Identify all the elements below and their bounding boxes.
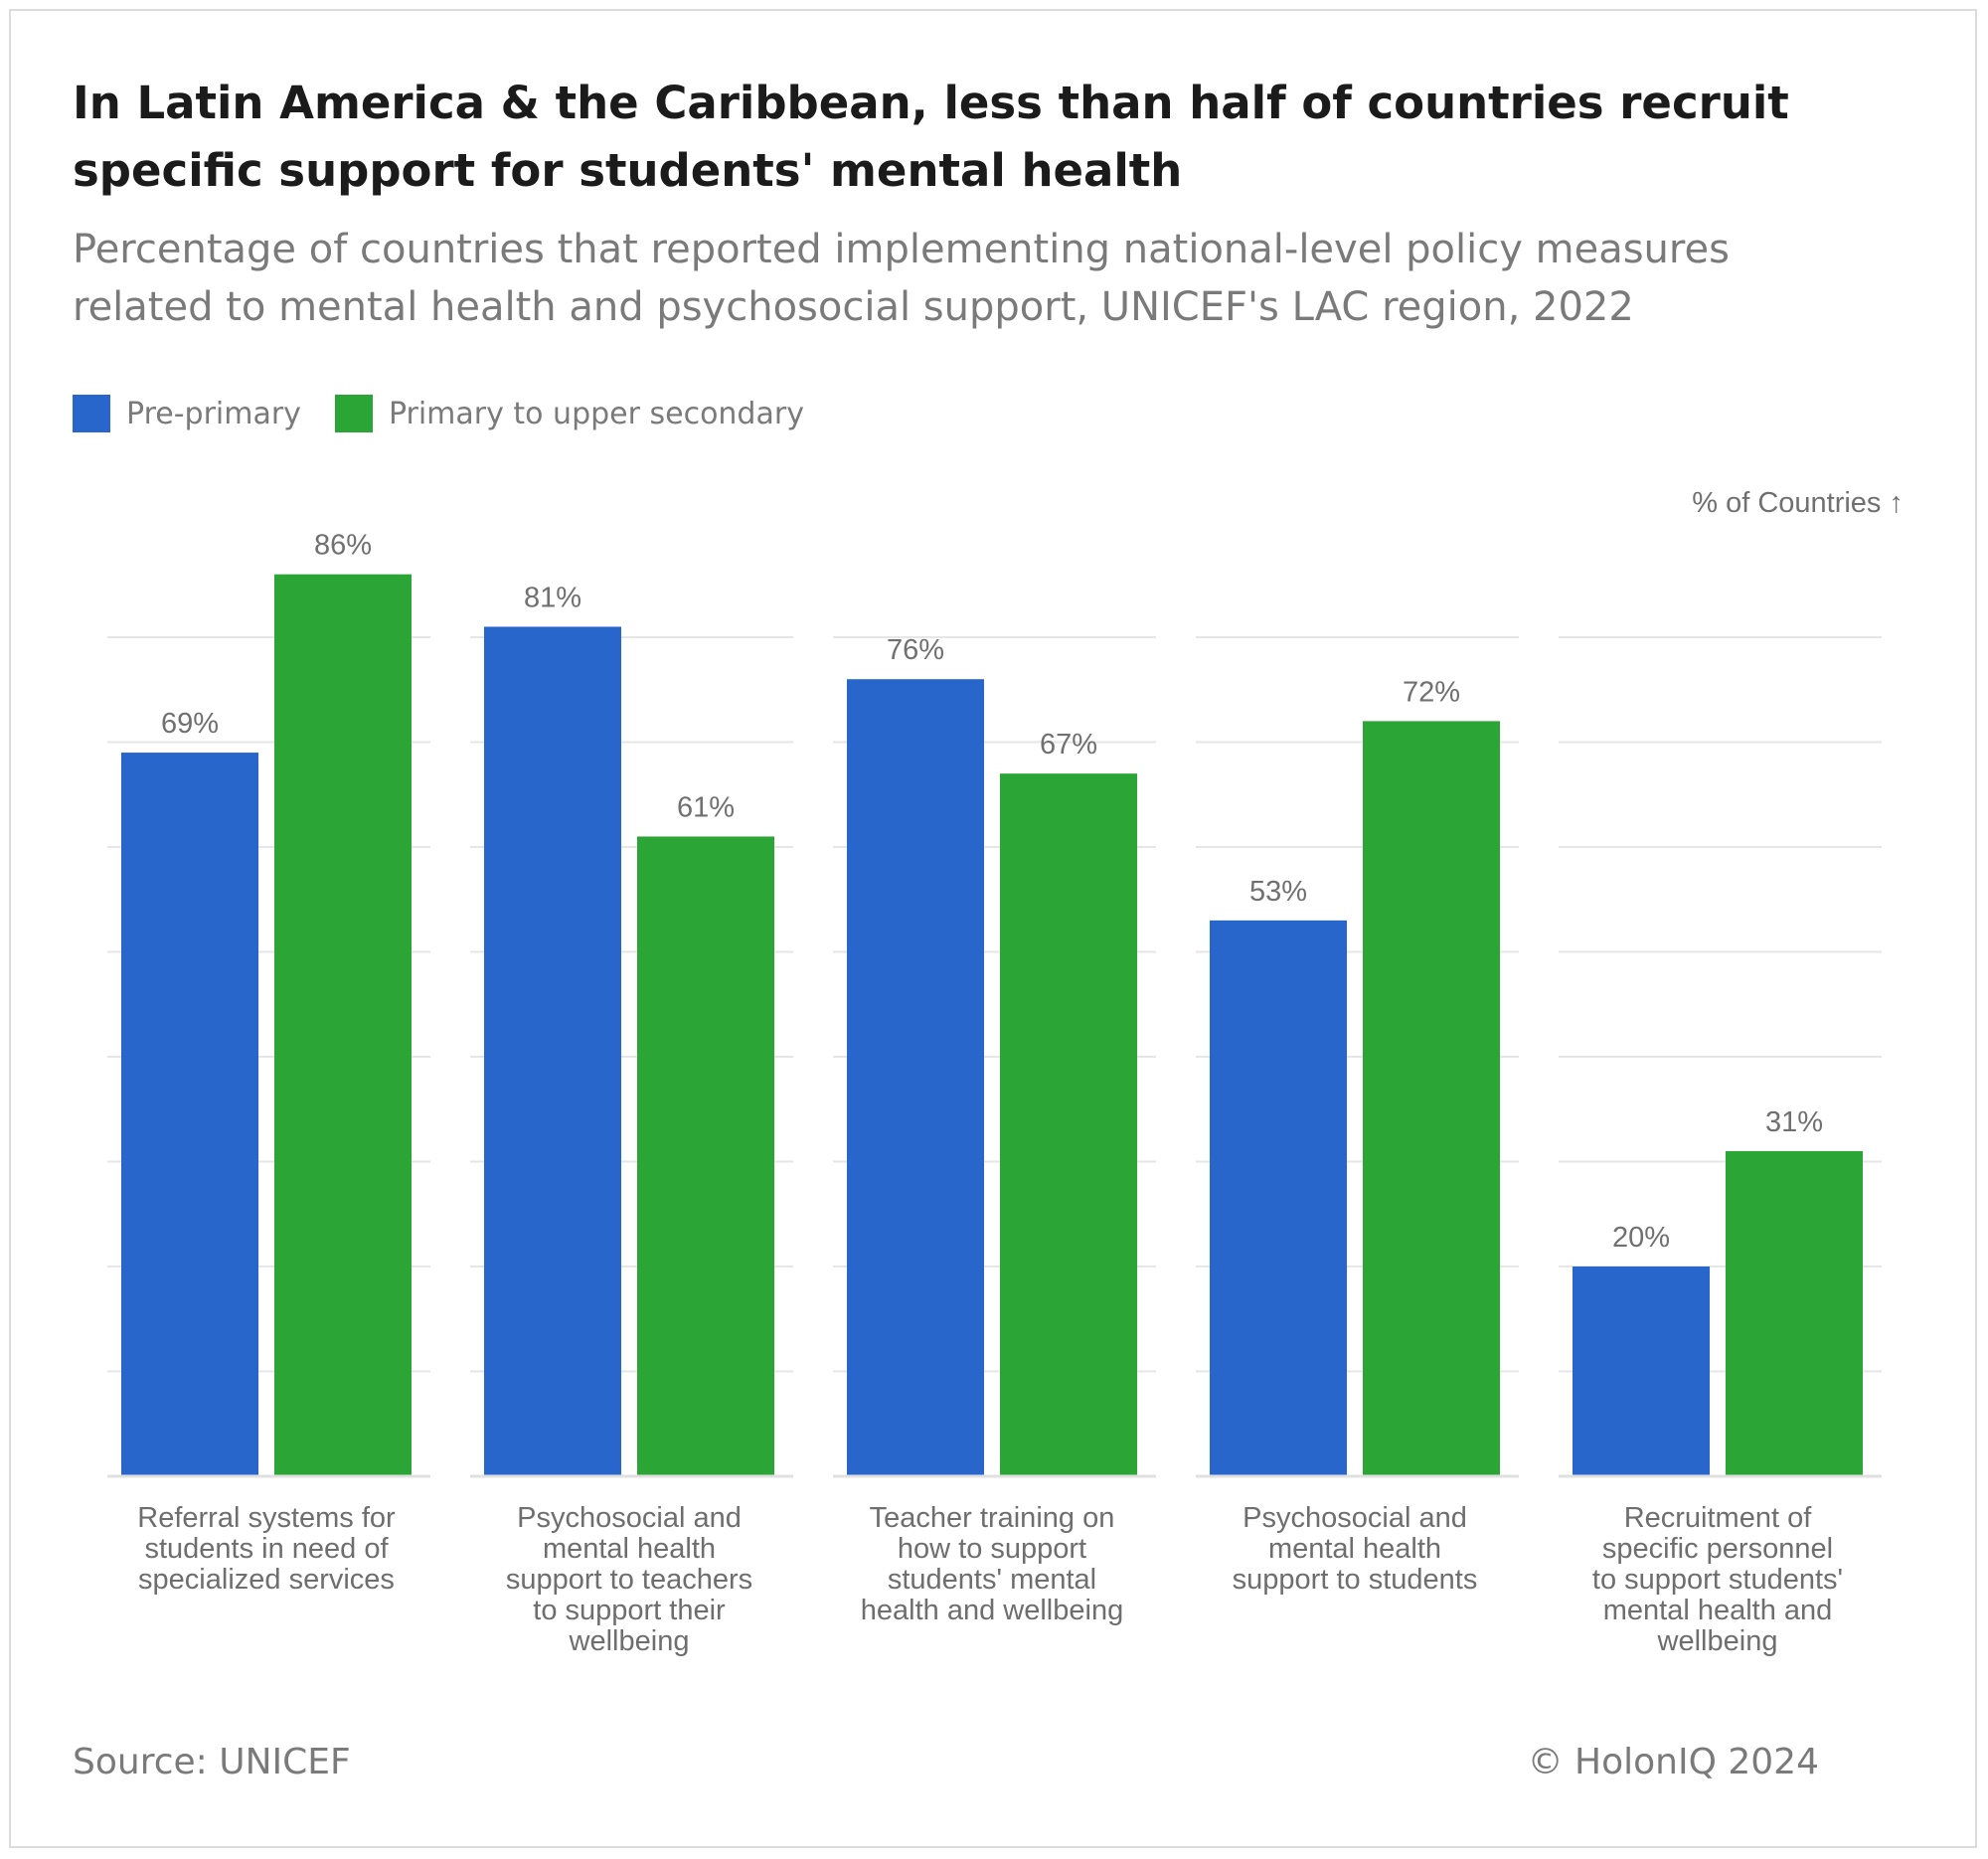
bar-primary-to-upper-secondary-2	[637, 836, 774, 1476]
data-label: 76%	[887, 634, 944, 666]
x-tick-label-line: how to support	[898, 1533, 1086, 1565]
legend: Pre-primary Primary to upper secondary	[73, 394, 838, 433]
x-tick-label-line: mental health	[543, 1533, 716, 1565]
bar-primary-to-upper-secondary-1	[274, 574, 412, 1476]
legend-swatch-pre-primary	[73, 395, 110, 432]
x-tick-label-line: support to students	[1233, 1564, 1478, 1596]
x-tick-label-line: mental health	[1268, 1533, 1441, 1565]
data-label: 69%	[161, 708, 219, 740]
legend-item-primary-to-upper-secondary[interactable]: Primary to upper secondary	[334, 395, 804, 432]
x-tick-label-line: support to teachers	[506, 1564, 752, 1596]
bar-primary-to-upper-secondary-4	[1363, 721, 1500, 1476]
x-tick-label-line: students' mental	[888, 1564, 1096, 1596]
x-tick-label: Psychosocial and mental health support to …	[506, 1502, 752, 1657]
data-label: 67%	[1040, 729, 1097, 760]
data-label: 20%	[1612, 1222, 1670, 1254]
x-tick-label-line: Teacher training on	[870, 1502, 1115, 1534]
data-label: 86%	[314, 530, 372, 562]
x-tick-label: Referral systems for students in need of s…	[137, 1502, 396, 1596]
x-tick-label-line: students in need of	[144, 1533, 389, 1565]
x-tick-label-line: specific personnel	[1602, 1533, 1833, 1565]
bar-pre-primary-1	[121, 753, 258, 1476]
legend-swatch-primary-to-upper-secondary	[334, 395, 373, 432]
x-tick-label-line: to support students'	[1592, 1564, 1843, 1596]
legend-item-pre-primary[interactable]: Pre-primary	[73, 395, 301, 432]
copyright-note: © HolonIQ 2024	[1527, 1742, 1819, 1782]
bar-pre-primary-5	[1573, 1267, 1710, 1476]
legend-label-pre-primary: Pre-primary	[126, 396, 301, 431]
x-tick-label-line: Referral systems for	[137, 1502, 396, 1534]
data-label: 31%	[1765, 1106, 1823, 1138]
bar-pre-primary-4	[1210, 920, 1347, 1476]
data-label: 72%	[1403, 676, 1460, 708]
x-tick-label-line: Recruitment of	[1624, 1502, 1813, 1534]
data-label: 53%	[1249, 876, 1307, 908]
bar-pre-primary-3	[847, 679, 984, 1476]
x-tick-label-line: health and wellbeing	[861, 1595, 1123, 1626]
bar-primary-to-upper-secondary-5	[1726, 1150, 1863, 1476]
x-tick-label-line: mental health and	[1603, 1595, 1833, 1626]
x-tick-label-line: to support their	[533, 1595, 726, 1626]
x-tick-label-line: wellbeing	[569, 1625, 690, 1657]
x-tick-label: Psychosocial and mental health support to …	[1233, 1502, 1478, 1596]
x-tick-label-line: Psychosocial and	[517, 1502, 742, 1534]
bar-pre-primary-2	[484, 626, 621, 1476]
x-tick-label-line: specialized services	[138, 1564, 395, 1596]
x-tick-label-line: wellbeing	[1657, 1625, 1778, 1657]
bar-primary-to-upper-secondary-3	[1000, 773, 1137, 1476]
data-label: 61%	[677, 791, 735, 823]
legend-label-primary-to-upper-secondary: Primary to upper secondary	[388, 396, 804, 431]
x-tick-label: Teacher training on how to support student…	[861, 1502, 1123, 1626]
data-label: 81%	[524, 582, 581, 613]
x-tick-label-line: Psychosocial and	[1242, 1502, 1467, 1534]
source-note: Source: UNICEF	[73, 1742, 351, 1782]
x-tick-label: Recruitment of specific personnel to suppo…	[1592, 1502, 1843, 1657]
chart-subtitle: Percentage of countries that reported im…	[73, 227, 1730, 330]
y-axis-label: % of Countries ↑	[1692, 487, 1904, 519]
chart-title: In Latin America & the Caribbean, less t…	[73, 77, 1789, 197]
